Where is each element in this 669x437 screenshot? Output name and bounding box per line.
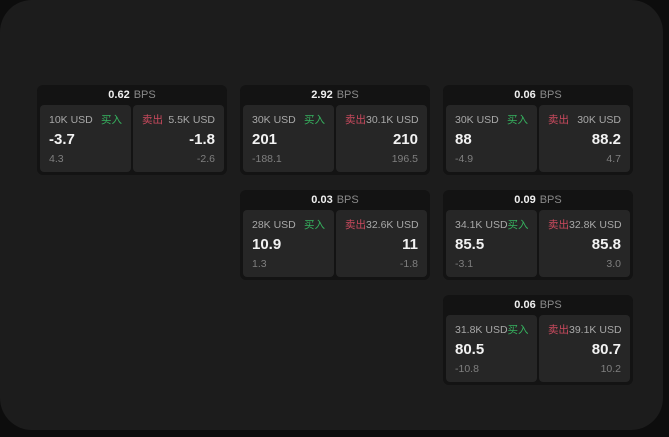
sell-panel[interactable]: 卖出 39.1K USD 80.7 10.2 [539, 315, 630, 382]
bps-header: 2.92 BPS [240, 85, 430, 105]
sell-label: 卖出 [345, 114, 366, 126]
bps-value: 2.92 [311, 89, 333, 101]
sell-label: 卖出 [548, 219, 569, 231]
bps-value: 0.06 [514, 299, 536, 311]
sell-amount: 30.1K USD [366, 114, 419, 126]
buy-delta: 4.3 [49, 153, 64, 165]
buy-label: 买入 [101, 114, 122, 126]
buy-delta: -4.9 [455, 153, 474, 165]
bps-unit: BPS [539, 194, 562, 206]
buy-delta: -188.1 [252, 153, 282, 165]
sell-amount: 30K USD [577, 114, 621, 126]
sell-panel[interactable]: 卖出 30.1K USD 210 196.5 [336, 105, 427, 172]
sell-delta: 4.7 [606, 153, 621, 165]
sell-panel[interactable]: 卖出 32.8K USD 85.8 3.0 [539, 210, 630, 277]
bps-unit: BPS [539, 299, 562, 311]
sell-price: 80.7 [591, 340, 621, 358]
quote-card-1: 0.62 BPS 10K USD 买入 -3.7 4.3 卖出 5.5K USD… [37, 85, 227, 175]
sell-amount: 32.6K USD [366, 219, 419, 231]
buy-label: 买入 [507, 219, 529, 231]
sell-price: -1.8 [189, 130, 215, 148]
quote-card-5: 0.09 BPS 34.1K USD 买入 85.5 -3.1 卖出 32.8K… [443, 190, 633, 280]
buy-price: 201 [252, 130, 278, 148]
sell-delta: -2.6 [196, 153, 215, 165]
bps-header: 0.62 BPS [37, 85, 227, 105]
sell-price: 210 [392, 130, 418, 148]
bps-unit: BPS [133, 89, 156, 101]
sell-amount: 39.1K USD [569, 324, 622, 336]
sell-panel[interactable]: 卖出 32.6K USD 11 -1.8 [336, 210, 427, 277]
sell-panel[interactable]: 卖出 5.5K USD -1.8 -2.6 [133, 105, 224, 172]
bps-header: 0.09 BPS [443, 190, 633, 210]
buy-panel[interactable]: 30K USD 买入 88 -4.9 [446, 105, 537, 172]
buy-panel[interactable]: 30K USD 买入 201 -188.1 [243, 105, 334, 172]
sell-label: 卖出 [142, 114, 163, 126]
sell-amount: 5.5K USD [168, 114, 215, 126]
bps-unit: BPS [539, 89, 562, 101]
buy-label: 买入 [507, 114, 528, 126]
quote-card-3: 0.06 BPS 30K USD 买入 88 -4.9 卖出 30K USD 8… [443, 85, 633, 175]
quote-card-4: 0.03 BPS 28K USD 买入 10.9 1.3 卖出 32.6K US… [240, 190, 430, 280]
buy-panel[interactable]: 34.1K USD 买入 85.5 -3.1 [446, 210, 537, 277]
bps-unit: BPS [336, 89, 359, 101]
sell-delta: 196.5 [391, 153, 418, 165]
bps-unit: BPS [336, 194, 359, 206]
bps-header: 0.06 BPS [443, 85, 633, 105]
sell-label: 卖出 [548, 324, 569, 336]
sell-delta: -1.8 [399, 258, 418, 270]
buy-delta: 1.3 [252, 258, 267, 270]
bps-header: 0.06 BPS [443, 295, 633, 315]
buy-price: 88 [455, 130, 472, 148]
bps-value: 0.06 [514, 89, 536, 101]
buy-price: -3.7 [49, 130, 75, 148]
bps-value: 0.03 [311, 194, 333, 206]
bps-value: 0.62 [108, 89, 130, 101]
buy-amount: 10K USD [49, 114, 93, 126]
sell-price: 88.2 [591, 130, 621, 148]
sell-price: 85.8 [591, 235, 621, 253]
app-window: 0.62 BPS 10K USD 买入 -3.7 4.3 卖出 5.5K USD… [0, 0, 663, 430]
buy-label: 买入 [304, 114, 325, 126]
buy-price: 10.9 [252, 235, 282, 253]
buy-price: 85.5 [455, 235, 485, 253]
bps-header: 0.03 BPS [240, 190, 430, 210]
quote-card-6: 0.06 BPS 31.8K USD 买入 80.5 -10.8 卖出 39.1… [443, 295, 633, 385]
buy-amount: 28K USD [252, 219, 296, 231]
sell-label: 卖出 [548, 114, 569, 126]
buy-price: 80.5 [455, 340, 485, 358]
buy-delta: -10.8 [455, 363, 479, 375]
sell-delta: 10.2 [600, 363, 621, 375]
sell-price: 11 [402, 235, 418, 253]
buy-amount: 30K USD [252, 114, 296, 126]
bps-value: 0.09 [514, 194, 536, 206]
sell-panel[interactable]: 卖出 30K USD 88.2 4.7 [539, 105, 630, 172]
buy-delta: -3.1 [455, 258, 474, 270]
sell-label: 卖出 [345, 219, 366, 231]
buy-label: 买入 [304, 219, 325, 231]
sell-delta: 3.0 [606, 258, 621, 270]
buy-panel[interactable]: 10K USD 买入 -3.7 4.3 [40, 105, 131, 172]
buy-panel[interactable]: 28K USD 买入 10.9 1.3 [243, 210, 334, 277]
quote-card-2: 2.92 BPS 30K USD 买入 201 -188.1 卖出 30.1K … [240, 85, 430, 175]
buy-amount: 31.8K USD [455, 324, 508, 336]
buy-amount: 30K USD [455, 114, 499, 126]
buy-amount: 34.1K USD [455, 219, 508, 231]
buy-panel[interactable]: 31.8K USD 买入 80.5 -10.8 [446, 315, 537, 382]
sell-amount: 32.8K USD [569, 219, 622, 231]
buy-label: 买入 [507, 324, 529, 336]
